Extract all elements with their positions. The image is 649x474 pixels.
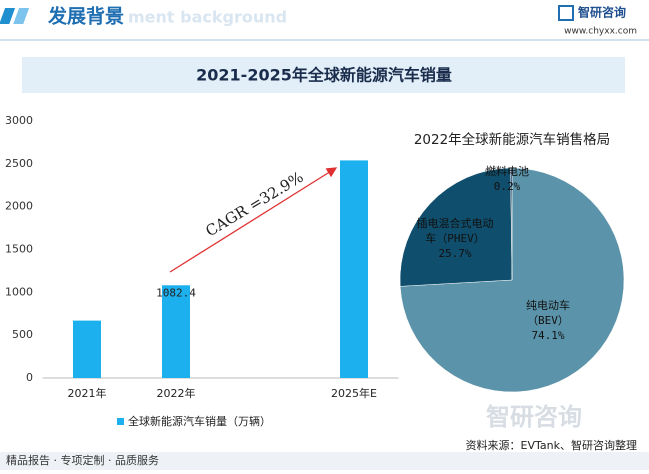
url: www.chyxx.com xyxy=(564,27,637,37)
y-tick-label: 3000 xyxy=(5,114,33,127)
cagr-arrow xyxy=(169,167,338,273)
slice-value: 0.2% xyxy=(493,180,521,193)
pie-slice xyxy=(399,167,513,287)
slice-label: 插电混合式电动车（PHEV） 25.7% xyxy=(413,216,497,261)
header-title: 发展背景 xyxy=(47,5,124,28)
x-tick-label: 2025年E xyxy=(331,386,377,400)
slice-label-box: 燃料电池 0.2% xyxy=(475,164,539,194)
slice-value: 25.7% xyxy=(438,247,472,260)
banner xyxy=(22,57,625,93)
x-tick-label: 2022年 xyxy=(157,386,196,400)
slice-name: 插电混合式电动车（PHEV） xyxy=(416,217,494,245)
y-tick-label: 1500 xyxy=(5,243,33,256)
watermark: 智研咨询 xyxy=(486,403,582,431)
slice-value: 74.1% xyxy=(531,329,565,342)
brand-logo xyxy=(558,5,574,21)
legend-label: 全球新能源汽车销量（万辆） xyxy=(128,414,271,428)
bar xyxy=(162,285,190,378)
slice-name: 燃料电池 xyxy=(485,165,529,178)
data-label: 1082.4 xyxy=(156,286,196,299)
header-icon xyxy=(13,8,30,24)
legend-swatch xyxy=(117,418,124,425)
header-faded: ment background xyxy=(128,8,287,27)
y-tick-label: 500 xyxy=(12,328,33,341)
y-tick-label: 1000 xyxy=(5,285,33,298)
x-tick-label: 2021年 xyxy=(68,386,107,400)
y-tick-label: 0 xyxy=(26,371,33,384)
bar xyxy=(340,160,368,378)
bar xyxy=(73,320,101,378)
banner-title: 2021-2025年全球新能源汽车销量 xyxy=(196,66,452,85)
slice-label-box: 插电混合式电动车（PHEV） 25.7% xyxy=(413,216,497,261)
slice-label: 燃料电池 0.2% xyxy=(475,164,539,194)
slice-label-box: 纯电动车（BEV） 74.1% xyxy=(516,298,580,343)
source: 资料来源：EVTank、智研咨询整理 xyxy=(466,438,637,452)
footer-bar xyxy=(0,452,649,470)
slice-name: 纯电动车（BEV） xyxy=(526,299,570,327)
y-tick-label: 2000 xyxy=(5,200,33,213)
header-icon xyxy=(0,8,16,24)
pie-title: 2022年全球新能源汽车销售格局 xyxy=(414,131,610,148)
pie-slice xyxy=(510,167,513,281)
footer-left: 精品报告 · 专项定制 · 品质服务 xyxy=(6,453,159,467)
brand: 智研咨询 xyxy=(577,5,626,20)
y-tick-label: 2500 xyxy=(5,157,33,170)
slice-label: 纯电动车（BEV） 74.1% xyxy=(516,298,580,343)
